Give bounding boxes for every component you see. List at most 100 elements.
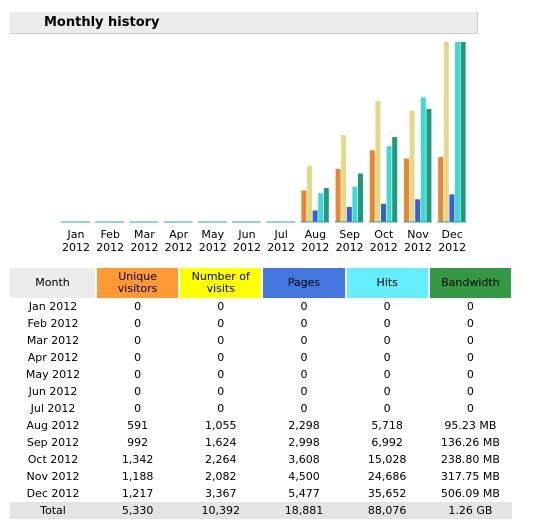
table-row: Feb 2012 0 0 0 0 0: [10, 315, 512, 332]
cell: 24,686: [367, 470, 407, 483]
row-header: May 2012: [25, 368, 81, 381]
table-row: Aug 2012 591 1,055 2,298 5,718 95.23 MB: [10, 417, 512, 434]
cell: 5,330: [96, 502, 180, 519]
cell: 0: [466, 368, 474, 381]
row-header: Feb 2012: [27, 317, 79, 330]
bar: [335, 168, 341, 222]
bar: [358, 173, 363, 222]
row-header: Oct 2012: [27, 453, 79, 466]
cell: 0: [466, 317, 474, 330]
column-header: Month: [10, 268, 97, 298]
bar: [426, 108, 432, 222]
cell: 1,217: [121, 487, 154, 500]
cell: 0: [383, 317, 391, 330]
table-row: Apr 2012 0 0 0 0 0: [10, 349, 512, 366]
cell: 0: [300, 317, 308, 330]
cell: 2,264: [205, 453, 237, 466]
x-tick-label: Mar 2012: [130, 228, 158, 254]
x-tick-label: Sep 2012: [336, 228, 364, 254]
cell: 1,055: [205, 419, 237, 432]
table-row: Jul 2012 0 0 0 0 0: [10, 400, 512, 417]
bar: [404, 158, 409, 222]
cell: 0: [134, 368, 142, 381]
data-table: Month Unique visitors Number of visits Page…: [10, 268, 514, 519]
cell: 0: [134, 300, 142, 313]
cell: 5,718: [371, 419, 403, 432]
x-tick-label: Apr 2012: [165, 228, 193, 254]
bar: [438, 156, 444, 222]
bar: [369, 150, 375, 222]
bar: [443, 42, 449, 222]
cell: 1,624: [205, 436, 237, 449]
cell: 88,076: [345, 502, 429, 519]
cell: 95.23 MB: [444, 419, 497, 432]
cell: 992: [127, 436, 149, 449]
cell: 18,881: [262, 502, 346, 519]
table-row: Jun 2012 0 0 0 0 0: [10, 383, 512, 400]
column-header: Bandwidth: [428, 268, 514, 298]
bar: [375, 100, 381, 222]
x-tick-label: May 2012: [199, 228, 227, 254]
x-tick-label: Nov 2012: [404, 228, 432, 254]
cell: 0: [466, 351, 474, 364]
cell: 0: [134, 334, 142, 347]
x-tick-label: Dec 2012: [438, 228, 466, 254]
cell: 15,028: [367, 453, 407, 466]
bar: [307, 165, 312, 222]
cell: 0: [217, 351, 225, 364]
bar: [449, 194, 455, 222]
cell: 0: [466, 300, 474, 313]
cell: 0: [466, 402, 474, 415]
bar: [460, 42, 466, 222]
total-row: Total 5,330 10,392 18,881 88,076 1.26 GB: [10, 502, 512, 519]
bar: [386, 146, 392, 222]
table-row: May 2012 0 0 0 0 0: [10, 366, 512, 383]
row-header: Aug 2012: [26, 419, 80, 432]
row-header: Jul 2012: [30, 402, 76, 415]
x-tick-label: Jun 2012: [233, 228, 261, 254]
cell: 0: [300, 385, 308, 398]
bar: [323, 188, 329, 222]
cell: 35,652: [367, 487, 407, 500]
cell: 0: [217, 368, 225, 381]
bar: [352, 186, 358, 222]
cell: 3,608: [288, 453, 320, 466]
cell: 0: [300, 300, 308, 313]
cell: 238.80 MB: [440, 453, 500, 466]
cell: 0: [217, 300, 225, 313]
cell: 0: [217, 334, 225, 347]
cell: 0: [383, 351, 391, 364]
cell: 4,500: [288, 470, 320, 483]
cell: 2,082: [205, 470, 237, 483]
cell: 0: [134, 385, 142, 398]
column-header: Hits: [345, 268, 430, 298]
cell: 591: [127, 419, 149, 432]
x-tick-label: Oct 2012: [370, 228, 398, 254]
cell: 0: [300, 351, 308, 364]
cell: 0: [217, 317, 225, 330]
cell: 1,188: [121, 470, 154, 483]
cell: 0: [383, 368, 391, 381]
x-tick-label: Jul 2012: [267, 228, 295, 254]
cell: 0: [383, 334, 391, 347]
cell: 0: [300, 334, 308, 347]
table-row: Dec 2012 1,217 3,367 5,477 35,652 506.09 MB: [10, 485, 512, 502]
cell: 5,477: [288, 487, 320, 500]
row-header: Total: [10, 502, 96, 519]
bar: [381, 203, 386, 222]
chart-title: Monthly history: [10, 12, 478, 34]
column-header: Pages: [262, 268, 347, 298]
bar: [301, 190, 307, 222]
table-row: Mar 2012 0 0 0 0 0: [10, 332, 512, 349]
column-header: Unique visitors: [96, 268, 181, 298]
cell: 0: [300, 402, 308, 415]
bar: [455, 42, 460, 222]
row-header: Nov 2012: [26, 470, 80, 483]
bar: [415, 199, 421, 222]
cell: 2,998: [288, 436, 320, 449]
cell: 0: [383, 402, 391, 415]
bar: [409, 110, 415, 222]
cell: 0: [383, 385, 391, 398]
